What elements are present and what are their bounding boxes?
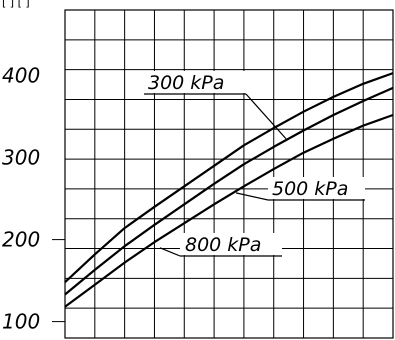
label-background [268, 177, 365, 199]
series-line [64, 113, 394, 308]
header-note: [ ] [ ] [2, 0, 30, 9]
y-tick-label: 100 [2, 310, 40, 334]
plot-frame [64, 9, 394, 339]
y-tick-label: 200 [2, 228, 40, 252]
y-tick-label: 300 [2, 146, 40, 170]
y-tick-labels: 100 200 300 400 [2, 64, 65, 334]
series-line [64, 72, 394, 284]
curve-labels: 300 kPa 500 kPa 800 kPa [144, 71, 365, 257]
series-label: 300 kPa [148, 72, 224, 94]
series-label: 500 kPa [272, 178, 348, 200]
label-background [180, 233, 282, 255]
label-leader-line [159, 247, 181, 257]
y-tick-label: 400 [2, 64, 40, 88]
series-label: 800 kPa [185, 234, 261, 256]
label-leader-line [245, 93, 287, 140]
label-background [144, 71, 246, 93]
grid [65, 10, 393, 338]
series-lines [64, 72, 394, 308]
label-leader-line [235, 192, 269, 201]
series-line [64, 86, 394, 296]
